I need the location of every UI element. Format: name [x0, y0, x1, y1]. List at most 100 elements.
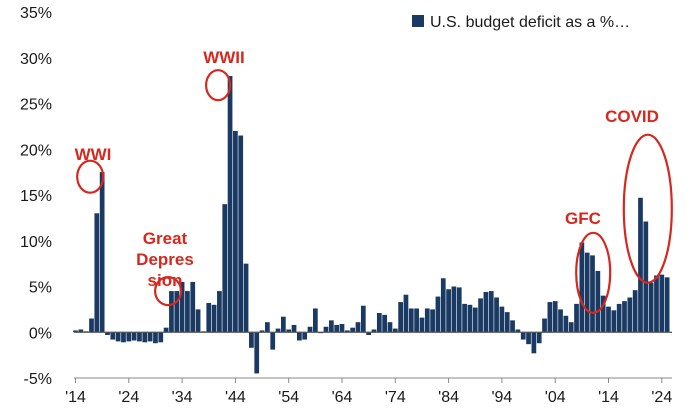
x-tick-label: '54: [278, 389, 299, 406]
bar: [275, 328, 281, 333]
bar: [217, 291, 222, 333]
bar: [435, 296, 441, 333]
y-tick-label: 10%: [20, 234, 52, 251]
bar: [488, 291, 494, 333]
annotation-label: COVID: [605, 107, 659, 126]
bar: [185, 291, 190, 333]
bar: [547, 302, 553, 333]
legend-swatch: [412, 15, 424, 27]
bar: [323, 326, 329, 333]
y-tick-label: 30%: [20, 51, 52, 68]
y-tick-label: 5%: [29, 280, 52, 297]
bar: [616, 303, 622, 333]
bar: [126, 332, 132, 342]
bar: [451, 286, 457, 333]
bar: [366, 332, 372, 335]
x-tick-label: '14: [65, 389, 86, 406]
bar: [350, 327, 356, 333]
bar: [622, 301, 627, 333]
bar: [552, 301, 558, 333]
annotation-circle: [205, 69, 232, 102]
bar: [121, 332, 126, 343]
x-tick-label: '44: [225, 389, 246, 406]
bar: [659, 274, 665, 333]
bar: [222, 204, 228, 333]
legend-label: U.S. budget deficit as a %…: [430, 14, 630, 31]
x-tick-label: '94: [491, 389, 512, 406]
bar: [424, 308, 430, 333]
bar: [158, 332, 164, 343]
bar: [254, 332, 260, 374]
x-tick-label: '74: [385, 389, 406, 406]
bar: [568, 322, 574, 333]
bar: [606, 306, 611, 333]
bar: [174, 291, 180, 333]
annotation-circle: [76, 159, 105, 194]
y-tick-label: 20%: [20, 142, 52, 159]
x-tick-label: '84: [438, 389, 459, 406]
annotation-label: sion: [148, 271, 183, 290]
bar: [456, 287, 462, 333]
annotation-circle: [622, 133, 673, 284]
bar: [558, 309, 563, 333]
bar: [243, 263, 249, 333]
bar: [579, 242, 585, 333]
bar: [403, 294, 409, 333]
bar: [526, 332, 531, 345]
bar: [307, 326, 313, 333]
bar: [419, 317, 425, 333]
bar: [270, 332, 276, 350]
bar: [110, 332, 116, 340]
bar: [73, 330, 78, 333]
x-tick-label: '64: [332, 389, 353, 406]
x-tick-label: '34: [172, 389, 193, 406]
annotations-layer: WWI Great Depres sion WWII GFC COVID: [75, 48, 673, 314]
bar: [371, 329, 377, 333]
bar: [542, 318, 547, 333]
bar: [654, 275, 659, 333]
bar: [286, 329, 292, 333]
bar: [611, 310, 617, 333]
bar: [494, 297, 499, 333]
bar: [648, 282, 654, 333]
bar: [531, 332, 537, 354]
bar: [376, 313, 382, 333]
y-tick-label: 0%: [29, 325, 52, 342]
bar: [147, 332, 153, 342]
bars-layer: [73, 76, 670, 374]
bar: [328, 320, 334, 333]
bar: [137, 332, 142, 342]
bar: [632, 290, 638, 333]
bar: [131, 332, 137, 341]
bar: [142, 332, 148, 343]
bar: [190, 281, 196, 333]
bar: [312, 308, 318, 333]
x-tick-label: '14: [598, 389, 619, 406]
bar: [499, 306, 505, 333]
bar: [462, 303, 467, 333]
bar: [408, 308, 414, 333]
bar: [249, 332, 254, 348]
bar: [169, 291, 174, 333]
bar: [360, 305, 366, 333]
bar: [440, 278, 446, 333]
bar: [430, 309, 435, 333]
bar: [515, 329, 521, 333]
bar: [259, 330, 265, 333]
bar: [472, 307, 478, 333]
bar: [291, 324, 297, 333]
x-axis-ticks: '14 '24 '34 '44 '54 '64 '74 '84 '94 '04 '14 '24: [65, 378, 672, 406]
bar: [334, 324, 340, 333]
bar: [153, 332, 158, 344]
bar: [536, 332, 542, 344]
y-tick-label: -5%: [24, 371, 52, 388]
bar: [89, 318, 94, 333]
bar: [414, 308, 419, 333]
x-tick-label: '24: [651, 389, 672, 406]
x-tick-label: '24: [118, 389, 139, 406]
bar: [595, 270, 601, 333]
bar: [600, 295, 606, 333]
bar: [446, 289, 451, 333]
x-tick-label: '04: [545, 389, 566, 406]
